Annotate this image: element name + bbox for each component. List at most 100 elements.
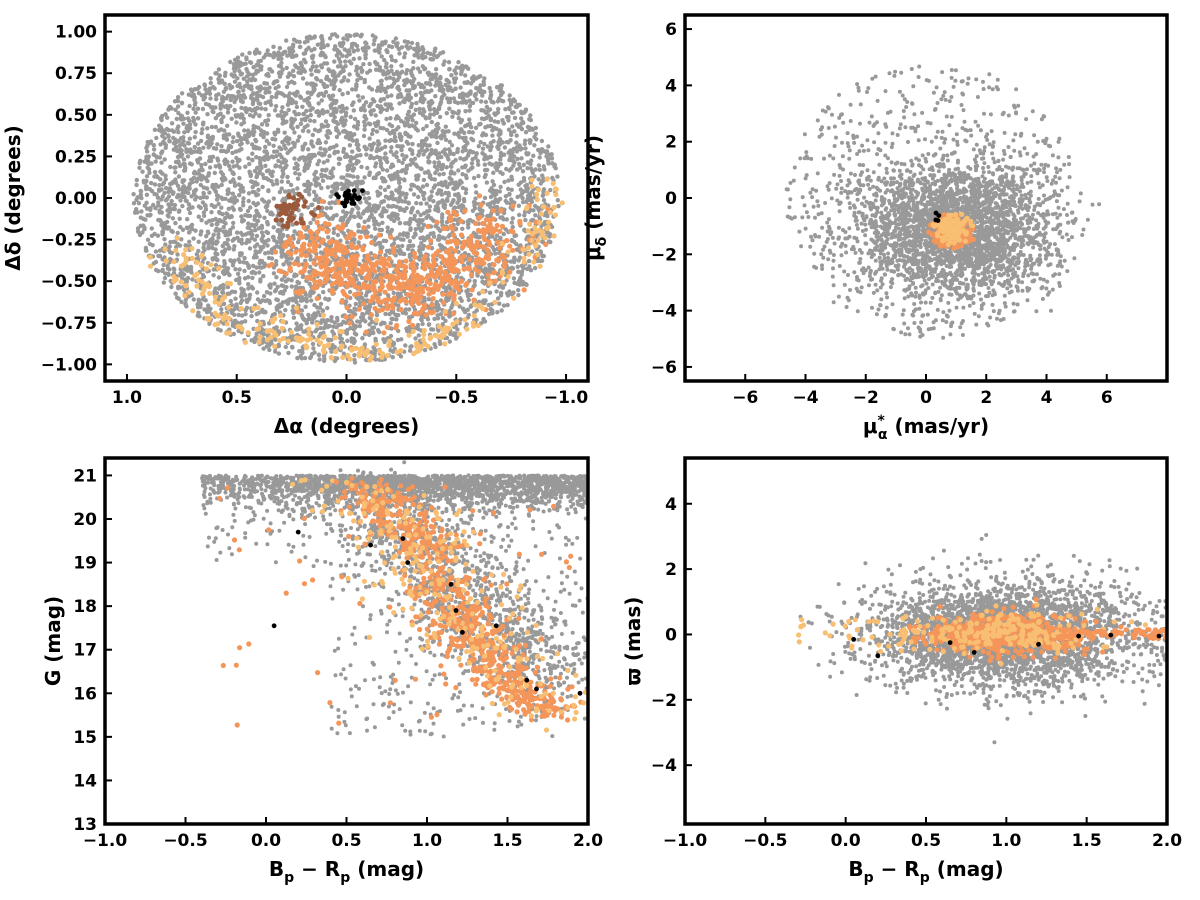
- data-point: [131, 201, 137, 206]
- data-point: [360, 95, 365, 100]
- data-point: [145, 160, 150, 166]
- data-point: [449, 73, 454, 78]
- data-point: [355, 146, 361, 151]
- data-point: [192, 135, 197, 140]
- data-point: [247, 113, 253, 118]
- data-point: [331, 213, 337, 219]
- data-point: [376, 67, 382, 73]
- data-point: [196, 239, 201, 244]
- data-point: [489, 144, 494, 149]
- data-point: [250, 99, 256, 105]
- data-point: [201, 245, 206, 250]
- data-point: [445, 198, 450, 203]
- data-point: [516, 269, 521, 274]
- data-point: [385, 225, 390, 230]
- data-point: [198, 182, 203, 188]
- data-point: [218, 148, 224, 154]
- data-point: [321, 358, 327, 363]
- data-point: [477, 207, 482, 212]
- data-point: [484, 180, 490, 185]
- data-point: [439, 166, 444, 172]
- data-point: [276, 158, 281, 164]
- data-point: [328, 170, 333, 176]
- data-point: [251, 263, 256, 269]
- data-point: [206, 303, 211, 308]
- data-point: [375, 241, 381, 246]
- data-point: [424, 124, 429, 129]
- data-point: [172, 202, 178, 208]
- data-point: [355, 174, 360, 180]
- data-point: [226, 190, 231, 195]
- data-point: [488, 306, 493, 312]
- data-point: [364, 41, 369, 46]
- data-point: [273, 349, 278, 354]
- data-point: [490, 179, 495, 184]
- data-point: [389, 123, 395, 129]
- data-point: [468, 304, 473, 309]
- data-point: [494, 204, 500, 210]
- data-point: [402, 55, 407, 60]
- data-point: [470, 208, 476, 213]
- data-point: [215, 156, 220, 161]
- data-point: [231, 331, 237, 337]
- data-point: [187, 186, 192, 191]
- data-point: [382, 339, 387, 345]
- data-point: [487, 201, 493, 206]
- data-point: [451, 186, 456, 191]
- data-point: [415, 128, 420, 133]
- data-point: [254, 68, 259, 73]
- data-point: [213, 241, 219, 246]
- data-point: [335, 315, 340, 321]
- data-point: [343, 63, 348, 69]
- data-point: [362, 127, 367, 132]
- data-point: [437, 339, 442, 344]
- data-point: [264, 344, 270, 349]
- data-point: [179, 299, 184, 305]
- data-point: [341, 209, 346, 214]
- data-point: [301, 51, 307, 56]
- data-point: [443, 124, 448, 129]
- data-point: [180, 227, 186, 232]
- data-point: [355, 72, 360, 77]
- data-point: [264, 176, 269, 181]
- data-point: [495, 296, 501, 301]
- data-point: [356, 229, 361, 234]
- data-point: [147, 170, 152, 175]
- data-point: [280, 139, 285, 145]
- data-point: [491, 182, 497, 188]
- data-point: [311, 189, 317, 195]
- data-point: [303, 304, 308, 309]
- data-point: [218, 102, 223, 108]
- data-point: [339, 336, 344, 342]
- data-point: [437, 114, 443, 120]
- data-point: [175, 95, 181, 100]
- data-point: [436, 306, 442, 311]
- data-point: [176, 209, 182, 214]
- data-point: [457, 92, 463, 98]
- data-point: [416, 326, 421, 332]
- data-point: [487, 262, 492, 268]
- data-point: [431, 199, 436, 204]
- data-point: [291, 68, 296, 74]
- data-point: [286, 101, 291, 107]
- data-point: [160, 257, 165, 262]
- data-point: [452, 110, 457, 115]
- data-point: [234, 59, 239, 64]
- data-point: [426, 160, 431, 165]
- data-point: [404, 154, 409, 159]
- data-point: [385, 94, 390, 99]
- data-point: [385, 159, 390, 165]
- data-point: [439, 245, 444, 250]
- data-point: [234, 138, 240, 144]
- data-point: [199, 177, 204, 182]
- data-point: [322, 109, 327, 115]
- data-point: [378, 322, 384, 327]
- data-point: [536, 258, 541, 263]
- data-point: [354, 32, 360, 37]
- data-point: [185, 116, 191, 121]
- data-point: [170, 216, 176, 221]
- data-point: [204, 220, 209, 225]
- data-point: [211, 273, 216, 278]
- data-point: [244, 74, 250, 79]
- data-point: [295, 186, 300, 191]
